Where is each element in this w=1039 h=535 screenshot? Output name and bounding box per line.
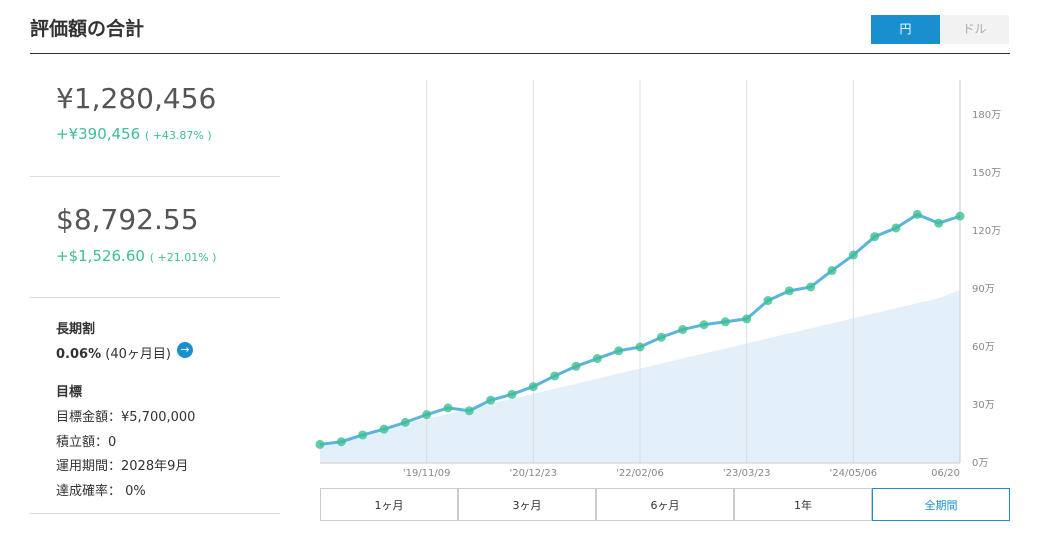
value-point	[827, 266, 837, 276]
goal-list: 目標金額：¥5,700,000 積立額：0 運用期間：2028年9月 達成確率： 0%	[56, 406, 195, 504]
x-tick-label: 06/20	[931, 468, 960, 479]
y-tick-label: 90万	[972, 284, 995, 295]
period-button[interactable]: 6ヶ月	[596, 488, 734, 521]
value-point	[848, 250, 858, 260]
value-point	[592, 354, 602, 364]
usd-toggle[interactable]: ドル	[940, 15, 1009, 44]
x-tick-label: '23/03/23	[723, 468, 771, 479]
value-point	[784, 286, 794, 296]
value-point	[742, 314, 752, 324]
value-point	[486, 395, 496, 405]
value-point	[678, 325, 688, 335]
y-tick-label: 0万	[972, 458, 988, 469]
period-button[interactable]: 3ヶ月	[458, 488, 596, 521]
discount-line: 0.06% (40ヶ月目)	[56, 343, 171, 362]
title: 評価額の合計	[30, 18, 145, 40]
rule	[30, 53, 1010, 54]
usd-gain-value: +$1,526.60	[56, 247, 145, 265]
period-button[interactable]: 全期間	[872, 488, 1010, 521]
separator	[30, 297, 280, 298]
x-tick-label: '24/05/06	[829, 468, 877, 479]
x-tick-label: '20/12/23	[509, 468, 557, 479]
value-point	[934, 218, 944, 228]
y-tick-label: 180万	[972, 110, 1001, 121]
value-point	[635, 342, 645, 352]
period-button[interactable]: 1年	[734, 488, 872, 521]
y-tick-label: 60万	[972, 342, 995, 353]
value-point	[379, 424, 389, 434]
yen-amount: ¥1,280,456	[56, 82, 217, 115]
value-point	[614, 346, 624, 356]
arrow-icon[interactable]: →	[177, 342, 193, 358]
goal-line: 目標金額：¥5,700,000	[56, 410, 196, 425]
value-point	[912, 209, 922, 219]
y-tick-label: 150万	[972, 168, 1001, 179]
value-point	[464, 406, 474, 416]
value-point	[955, 211, 965, 221]
yen-gain: +¥390,456 ( +43.87% )	[56, 125, 212, 143]
value-point	[763, 296, 773, 306]
separator	[30, 513, 280, 514]
usd-gain: +$1,526.60 ( +21.01% )	[56, 247, 216, 265]
value-point	[571, 361, 581, 371]
discount-months: (40ヶ月目)	[105, 347, 171, 362]
discount-rate: 0.06%	[56, 347, 102, 362]
value-point	[528, 382, 538, 392]
goal-line: 運用期間：2028年9月	[56, 459, 189, 474]
value-point	[507, 389, 517, 399]
yen-toggle[interactable]: 円	[871, 15, 940, 44]
value-point	[358, 430, 368, 440]
value-point	[720, 317, 730, 327]
value-point	[443, 403, 453, 413]
y-tick-label: 30万	[972, 400, 995, 411]
goal-line: 達成確率： 0%	[56, 483, 146, 499]
value-point	[699, 320, 709, 330]
usd-amount: $8,792.55	[56, 203, 199, 236]
value-point	[400, 417, 410, 427]
value-point	[656, 332, 666, 342]
discount-title: 長期割	[56, 322, 96, 337]
usd-rate: ( +21.01% )	[149, 251, 217, 264]
yen-gain-value: +¥390,456	[56, 125, 141, 143]
period-button[interactable]: 1ヶ月	[320, 488, 458, 521]
value-point	[891, 223, 901, 233]
value-point	[550, 371, 560, 381]
separator	[30, 176, 280, 177]
x-tick-label: '19/11/09	[403, 468, 451, 479]
value-point	[336, 437, 346, 447]
chart: '19/11/09 '20/12/23 '22/02/06 '23/03/23 '24/…	[315, 80, 1001, 479]
goal-line: 積立額：0	[56, 434, 117, 450]
value-point	[315, 439, 325, 449]
x-tick-label: '22/02/06	[616, 468, 664, 479]
y-tick-label: 120万	[972, 226, 1001, 237]
value-point	[422, 410, 432, 420]
yen-rate: ( +43.87% )	[144, 129, 212, 142]
value-point	[806, 282, 816, 292]
goal-title: 目標	[56, 385, 83, 400]
value-point	[870, 232, 880, 242]
